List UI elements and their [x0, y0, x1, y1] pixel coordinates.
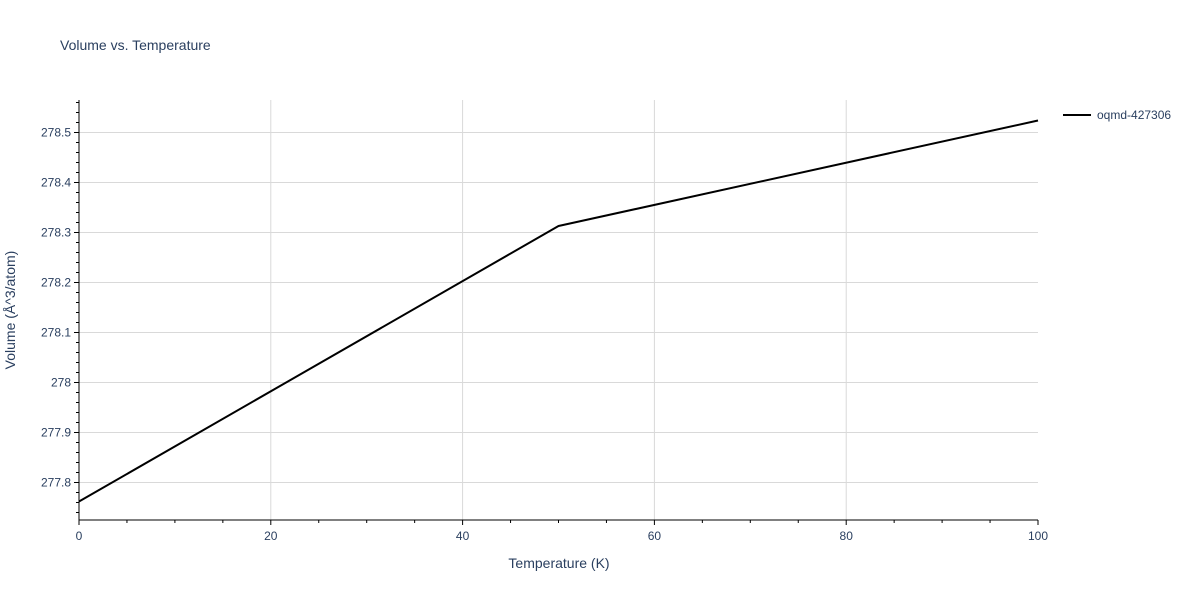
grid: [79, 100, 1038, 520]
axes: 0 20 40 60 80 100 277.8 277.9 278 278.1 278.2 278.3…: [41, 100, 1048, 543]
x-axis-title: Temperature (K): [508, 555, 609, 571]
x-tick-label: 60: [648, 529, 662, 543]
series-layer: [78, 119, 1039, 503]
y-tick-label: 278.3: [41, 226, 71, 240]
chart-title: Volume vs. Temperature: [60, 37, 211, 53]
x-tick-label: 40: [456, 529, 470, 543]
series-line: [78, 119, 1039, 503]
y-tick-label: 278.4: [41, 176, 71, 190]
x-tick-label: 100: [1028, 529, 1048, 543]
y-tick-label: 278.1: [41, 326, 71, 340]
y-tick-label: 278.5: [41, 126, 71, 140]
y-tick-label: 277.9: [41, 426, 71, 440]
y-axis-title: Volume (Å^3/atom): [2, 251, 18, 370]
x-tick-label: 80: [840, 529, 854, 543]
x-tick-label: 20: [264, 529, 278, 543]
y-tick-label: 277.8: [41, 476, 71, 490]
x-tick-label: 0: [76, 529, 83, 543]
y-tick-label: 278: [51, 376, 71, 390]
legend-label: oqmd-427306: [1097, 108, 1171, 122]
legend: oqmd-427306: [1063, 108, 1171, 122]
y-tick-label: 278.2: [41, 276, 71, 290]
